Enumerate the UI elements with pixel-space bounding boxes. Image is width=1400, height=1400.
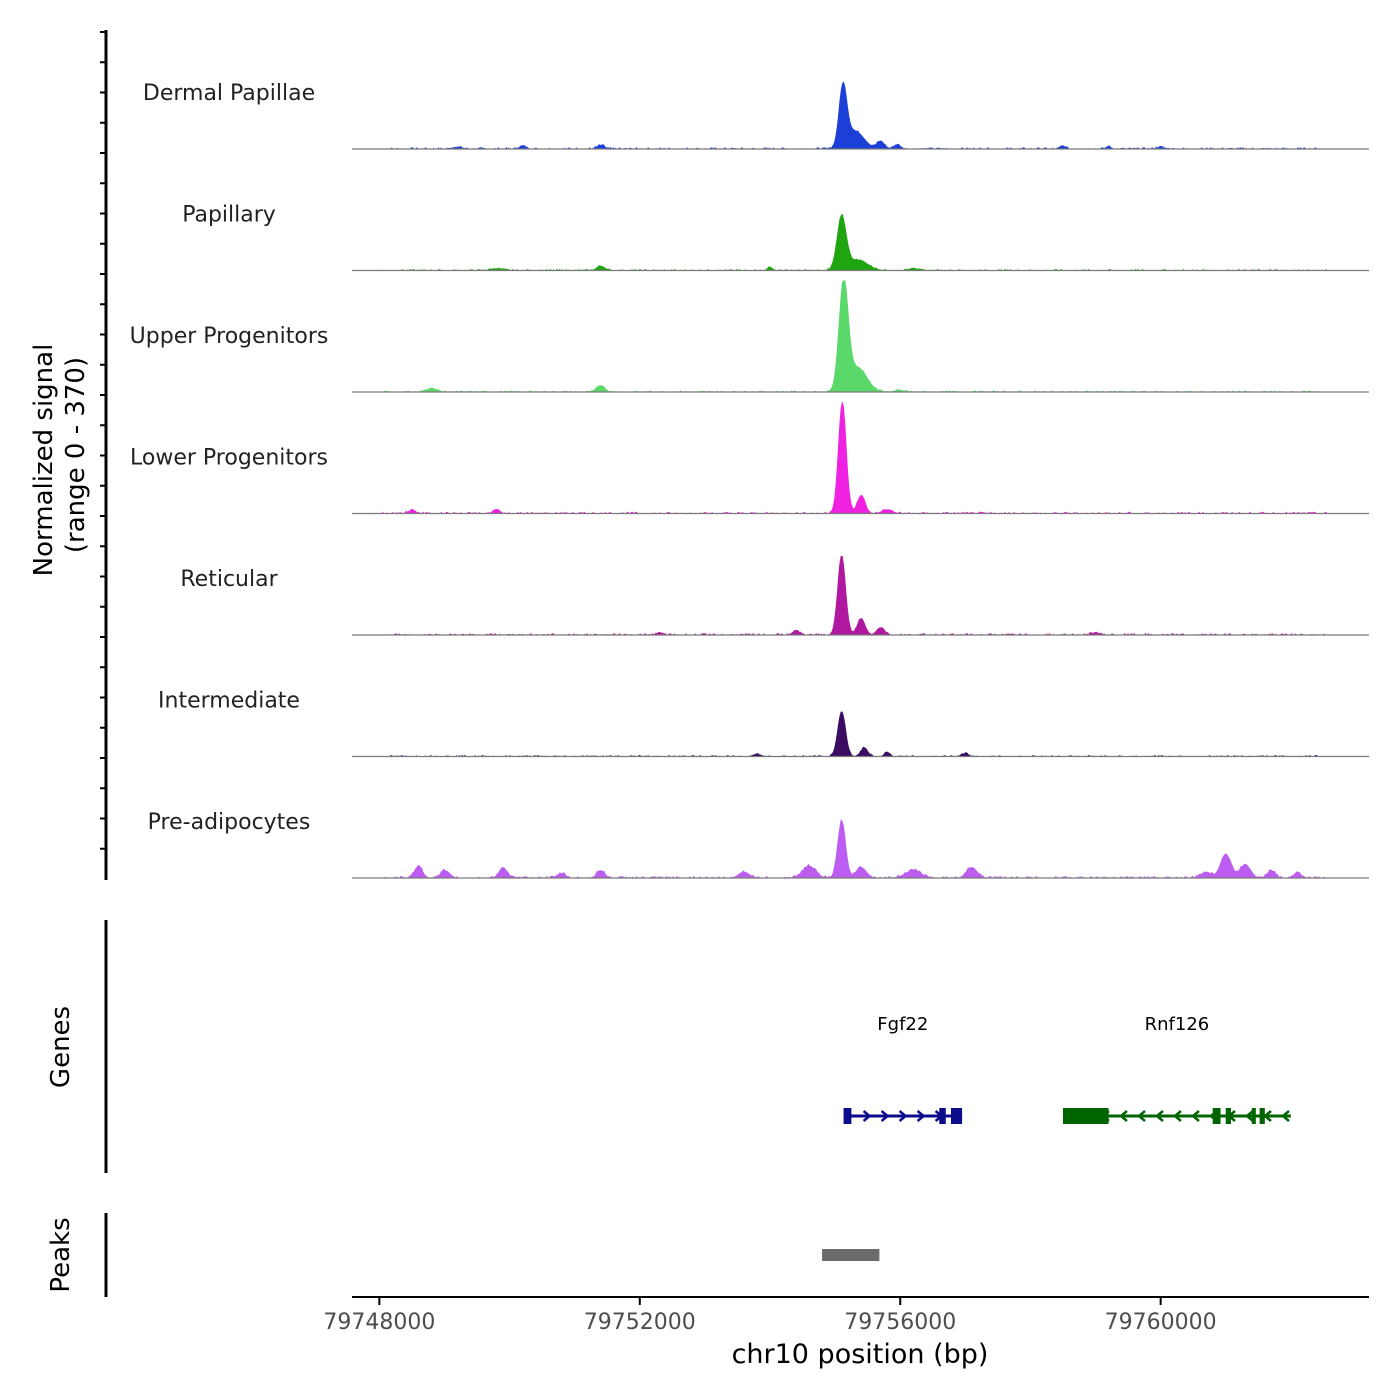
strand-chevron [1245,1110,1254,1122]
x-axis-label: chr10 position (bp) [732,1339,989,1370]
peak-region [822,1249,880,1261]
coverage-area [382,81,1327,150]
coverage-area [382,280,1327,393]
strand-chevron [1119,1110,1128,1122]
track-label: Dermal Papillae [143,81,315,106]
track-reticular: Reticular [180,555,1369,636]
y-axis-label-line2: (range 0 - 370) [61,357,91,553]
track-pre-adipocytes: Pre-adipocytes [148,810,1369,879]
track-label: Lower Progenitors [130,446,328,471]
track-lower-progenitors: Lower Progenitors [130,401,1369,515]
x-axis-tick-label: 79756000 [844,1310,956,1335]
peaks-panel-label: Peaks [46,1217,76,1292]
strand-chevron [1263,1110,1272,1122]
track-dermal-papillae: Dermal Papillae [143,81,1369,150]
gene-exon [1225,1108,1231,1124]
peak-regions [822,1249,880,1261]
gene-exon [1062,1108,1109,1124]
coverage-area [382,401,1327,514]
x-axis-tick-label: 79748000 [323,1310,435,1335]
strand-chevron [1281,1110,1290,1122]
track-label: Upper Progenitors [130,324,329,349]
coverage-area [382,213,1327,271]
x-axis: 79748000 79752000 79756000 79760000 [323,1296,1369,1335]
y-axis-label-line1: Normalized signal [29,344,59,577]
track-label: Reticular [180,567,278,592]
gene-fgf22: Fgf22 [843,1014,963,1124]
strand-chevron [898,1110,908,1122]
genes-panel: Genes [46,920,108,1173]
strand-chevron [1191,1110,1200,1122]
coverage-tracks: Dermal Papillae Papillary Upper Progenitor… [130,81,1369,879]
x-axis-tick-label: 79760000 [1105,1310,1217,1335]
gene-label: Rnf126 [1145,1014,1210,1035]
gene-exon [1212,1108,1221,1124]
strand-chevron [1173,1110,1182,1122]
coverage-area [382,711,1327,757]
gene-label: Fgf22 [877,1014,928,1035]
strand-chevron [916,1110,926,1122]
x-axis-tick-label: 79752000 [584,1310,696,1335]
strand-chevron [862,1110,872,1122]
gene-annotations: Fgf22 Rnf126 [843,1014,1291,1124]
gene-rnf126: Rnf126 [1062,1014,1291,1124]
gene-exon [939,1108,946,1124]
gene-exon [1259,1108,1265,1124]
y-axis-label: Normalized signal (range 0 - 370) [29,344,91,577]
track-intermediate: Intermediate [158,689,1369,758]
strand-chevron [880,1110,890,1122]
strand-chevron [1137,1110,1146,1122]
gene-exon [951,1108,963,1124]
coverage-area [382,819,1327,879]
strand-chevron [1155,1110,1164,1122]
signal-axis [100,30,108,880]
gene-exon [1251,1108,1256,1124]
track-label: Intermediate [158,689,300,714]
peaks-panel: Peaks [46,1213,108,1297]
track-label: Pre-adipocytes [148,810,311,835]
gene-exon [843,1108,852,1124]
track-upper-progenitors: Upper Progenitors [130,280,1369,393]
track-papillary: Papillary [182,203,1369,272]
coverage-area [382,555,1327,636]
genes-panel-label: Genes [46,1006,76,1088]
track-label: Papillary [182,203,276,228]
